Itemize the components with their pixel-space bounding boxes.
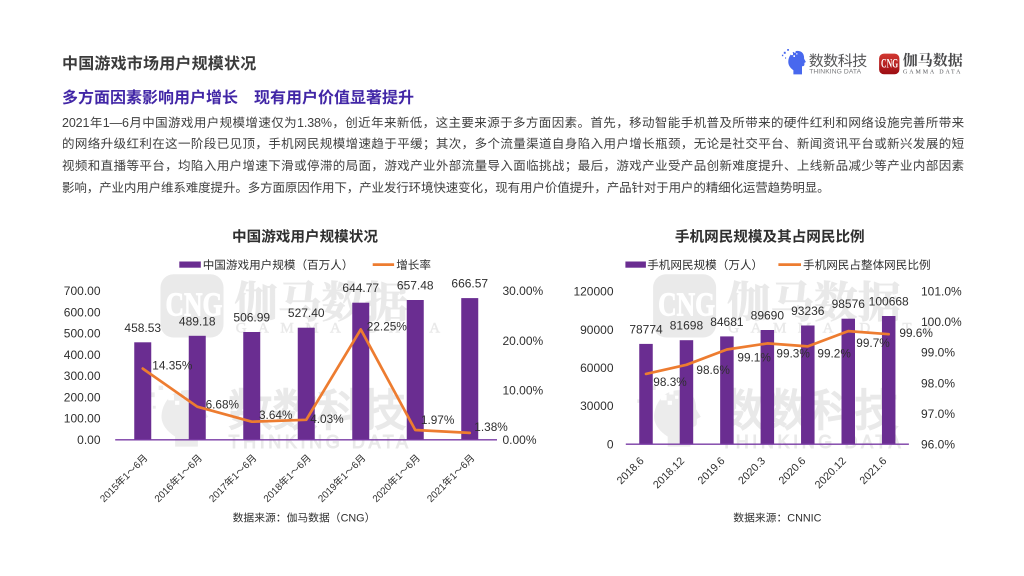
svg-text:数数科技: 数数科技	[809, 53, 868, 70]
svg-text:中国游戏用户规模状况: 中国游戏用户规模状况	[232, 228, 378, 245]
svg-text:78774: 78774	[629, 322, 663, 336]
svg-text:4.03%: 4.03%	[310, 412, 344, 426]
svg-text:1.38%: 1.38%	[474, 420, 508, 434]
svg-text:2017年1～6月: 2017年1～6月	[207, 452, 260, 505]
svg-text:2020.6: 2020.6	[777, 455, 809, 487]
svg-text:2019.6: 2019.6	[696, 455, 728, 487]
svg-text:0.00: 0.00	[77, 433, 101, 447]
svg-text:98.3%: 98.3%	[653, 375, 687, 389]
svg-text:400.00: 400.00	[64, 348, 101, 362]
svg-text:98576: 98576	[832, 297, 866, 311]
svg-text:600.00: 600.00	[64, 306, 101, 320]
svg-text:89690: 89690	[751, 309, 785, 323]
svg-text:81698: 81698	[670, 319, 704, 333]
svg-text:1.97%: 1.97%	[421, 413, 455, 427]
svg-text:100.00: 100.00	[64, 412, 101, 426]
svg-text:700.00: 700.00	[64, 284, 101, 298]
svg-text:99.1%: 99.1%	[737, 351, 771, 365]
svg-text:2015年1～6月: 2015年1～6月	[98, 452, 151, 505]
svg-text:527.40: 527.40	[288, 306, 325, 320]
svg-text:3.64%: 3.64%	[259, 408, 293, 422]
svg-text:22.25%: 22.25%	[367, 320, 408, 334]
svg-text:30.00%: 30.00%	[503, 284, 544, 298]
svg-text:97.0%: 97.0%	[921, 407, 955, 421]
svg-text:90000: 90000	[580, 323, 614, 337]
svg-text:500.00: 500.00	[64, 327, 101, 341]
svg-text:GAMMA DATA: GAMMA DATA	[903, 70, 962, 76]
svg-text:84681: 84681	[710, 315, 744, 329]
svg-text:0.00%: 0.00%	[503, 433, 537, 447]
svg-text:458.53: 458.53	[124, 321, 161, 335]
svg-text:2020.3: 2020.3	[736, 455, 768, 487]
svg-text:数据来源：伽马数据（CNG）: 数据来源：伽马数据（CNG）	[233, 512, 376, 525]
svg-text:489.18: 489.18	[179, 314, 216, 328]
svg-text:100.0%: 100.0%	[921, 315, 962, 329]
svg-text:2020年1～6月: 2020年1～6月	[370, 452, 423, 505]
svg-text:2016年1～6月: 2016年1～6月	[152, 452, 205, 505]
svg-text:2021年1～6月: 2021年1～6月	[425, 452, 478, 505]
svg-text:657.48: 657.48	[397, 279, 434, 293]
svg-text:300.00: 300.00	[64, 369, 101, 383]
svg-text:数据来源：CNNIC: 数据来源：CNNIC	[733, 512, 821, 525]
svg-text:99.0%: 99.0%	[921, 346, 955, 360]
svg-text:增长率: 增长率	[396, 259, 431, 272]
svg-text:96.0%: 96.0%	[921, 437, 955, 451]
svg-text:99.2%: 99.2%	[817, 347, 851, 361]
svg-text:2018.12: 2018.12	[651, 455, 687, 491]
svg-text:手机网民规模（万人）: 手机网民规模（万人）	[647, 259, 763, 272]
svg-text:6.68%: 6.68%	[206, 397, 240, 411]
svg-text:666.57: 666.57	[451, 277, 488, 291]
svg-text:2019年1～6月: 2019年1～6月	[316, 452, 369, 505]
svg-text:14.35%: 14.35%	[152, 358, 193, 372]
svg-text:100668: 100668	[869, 295, 909, 309]
svg-text:60000: 60000	[580, 361, 614, 375]
svg-text:98.0%: 98.0%	[921, 376, 955, 390]
svg-text:2018.6: 2018.6	[615, 455, 647, 487]
svg-text:手机网民占整体网民比例: 手机网民占整体网民比例	[803, 259, 931, 272]
svg-text:120000: 120000	[573, 285, 613, 299]
svg-text:99.7%: 99.7%	[856, 336, 890, 350]
svg-text:伽马数据: 伽马数据	[903, 53, 963, 70]
svg-text:99.3%: 99.3%	[776, 347, 810, 361]
svg-text:2021.6: 2021.6	[857, 455, 889, 487]
svg-text:101.0%: 101.0%	[921, 285, 962, 299]
svg-text:200.00: 200.00	[64, 391, 101, 405]
svg-text:93236: 93236	[791, 304, 825, 318]
svg-text:0: 0	[607, 437, 614, 451]
svg-text:506.99: 506.99	[233, 311, 270, 325]
svg-text:10.00%: 10.00%	[503, 383, 544, 397]
svg-text:中国游戏用户规模（百万人）: 中国游戏用户规模（百万人）	[203, 259, 354, 272]
svg-text:伽马数据: 伽马数据	[234, 280, 408, 328]
svg-text:99.6%: 99.6%	[899, 326, 933, 340]
svg-text:2018年1～6月: 2018年1～6月	[261, 452, 314, 505]
svg-text:30000: 30000	[580, 399, 614, 413]
svg-text:20.00%: 20.00%	[503, 334, 544, 348]
svg-text:手机网民规模及其占网民比例: 手机网民规模及其占网民比例	[675, 228, 865, 245]
svg-text:644.77: 644.77	[342, 281, 379, 295]
svg-text:98.6%: 98.6%	[696, 363, 730, 377]
svg-text:CNG: CNG	[881, 56, 898, 71]
svg-text:GAMMA DATA: GAMMA DATA	[236, 320, 452, 336]
svg-text:CNG: CNG	[166, 287, 223, 324]
svg-text:THINKING DATA: THINKING DATA	[809, 69, 861, 76]
svg-text:2020.12: 2020.12	[813, 455, 849, 491]
